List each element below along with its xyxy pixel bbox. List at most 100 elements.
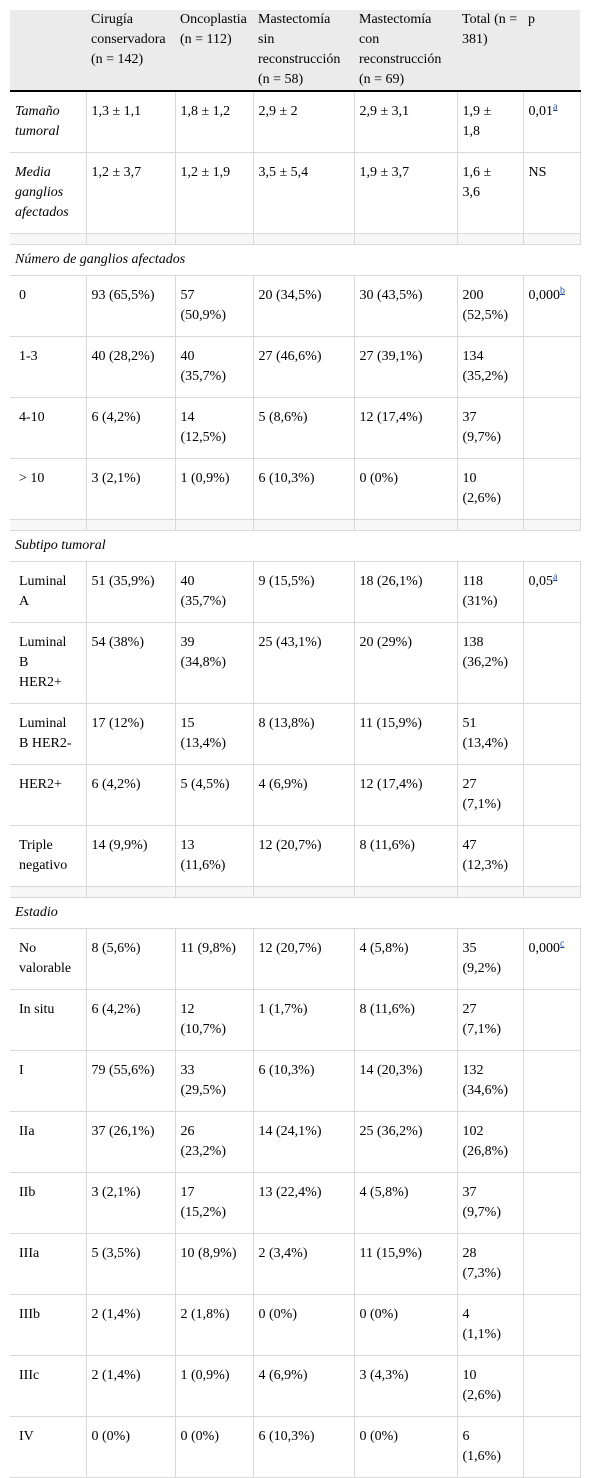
cell-mastectomia-sin: 27 (46,6%) bbox=[253, 336, 355, 398]
cell-total-text: 37 bbox=[462, 1185, 477, 1200]
cell-oncoplastia-text: 17 bbox=[180, 1185, 195, 1200]
cell-total-text: (52,5%) bbox=[462, 308, 509, 323]
cell-mastectomia-con-text: 25 (36,2%) bbox=[359, 1124, 423, 1139]
results-table: Cirugía conservadora (n = 142) Oncoplastia… bbox=[10, 10, 581, 1478]
cell-mastectomia-con: 1,9 ± 3,7 bbox=[354, 152, 458, 234]
header-line: reconstrucción bbox=[359, 52, 442, 67]
cell-total: 27 (7,1%) bbox=[457, 989, 524, 1051]
cell-total: 138 (36,2%) bbox=[457, 622, 524, 704]
cell-oncoplastia-text: 26 bbox=[180, 1124, 195, 1139]
footnote-link[interactable]: a bbox=[553, 571, 558, 583]
cell-oncoplastia: 14 (12,5%) bbox=[175, 397, 254, 459]
cell-oncoplastia: 17 (15,2%) bbox=[175, 1172, 254, 1234]
cell-total-text: (31%) bbox=[462, 594, 498, 609]
cell-oncoplastia: 57 (50,9%) bbox=[175, 275, 254, 337]
row-label-text: IIIa bbox=[19, 1246, 40, 1261]
row-label: Media ganglios afectados bbox=[10, 152, 87, 234]
table-row: IIIc 2 (1,4%) 1 (0,9%) 4 (6,9%) 3 (4,3%) 10 (2… bbox=[10, 1355, 581, 1417]
cell-p-value bbox=[523, 458, 581, 520]
row-label: Tamaño tumoral bbox=[10, 91, 87, 153]
spacer-row bbox=[10, 233, 581, 245]
cell-oncoplastia-text: (35,7%) bbox=[180, 594, 227, 609]
cell-mastectomia-sin-text: 5 (8,6%) bbox=[258, 410, 308, 425]
cell-conservadora-text: 14 (9,9%) bbox=[91, 838, 148, 853]
spacer-cell bbox=[10, 519, 87, 531]
table-row: No valorable 8 (5,6%) 11 (9,8%) 12 (20,7%) 4 … bbox=[10, 928, 581, 990]
cell-conservadora: 2 (1,4%) bbox=[86, 1355, 176, 1417]
cell-mastectomia-con-text: 8 (11,6%) bbox=[359, 1002, 415, 1017]
cell-mastectomia-sin-text: 4 (6,9%) bbox=[258, 1368, 308, 1383]
cell-conservadora-text: 0 (0%) bbox=[91, 1429, 131, 1444]
cell-mastectomia-sin: 20 (34,5%) bbox=[253, 275, 355, 337]
row-label: 0 bbox=[10, 275, 87, 337]
cell-mastectomia-con: 25 (36,2%) bbox=[354, 1111, 458, 1173]
spacer-cell bbox=[354, 886, 458, 898]
spacer-cell bbox=[457, 233, 524, 245]
cell-p-value bbox=[523, 336, 581, 398]
row-label-text: Media bbox=[15, 165, 51, 180]
cell-total-text: 47 bbox=[462, 838, 477, 853]
cell-total-text: 1,9 ± bbox=[462, 104, 492, 119]
header-col-conservadora: Cirugía conservadora (n = 142) bbox=[86, 10, 175, 92]
cell-total-text: 28 bbox=[462, 1246, 477, 1261]
row-label: Luminal B HER2+ bbox=[10, 622, 87, 704]
spacer-cell bbox=[86, 233, 176, 245]
cell-oncoplastia: 5 (4,5%) bbox=[175, 764, 254, 826]
cell-mastectomia-sin: 6 (10,3%) bbox=[253, 1050, 355, 1112]
cell-mastectomia-con-text: 18 (26,1%) bbox=[359, 574, 423, 589]
footnote-link[interactable]: b bbox=[560, 285, 565, 297]
header-line: (n = 142) bbox=[91, 52, 144, 67]
cell-p-value bbox=[523, 1294, 581, 1356]
cell-total: 134 (35,2%) bbox=[457, 336, 524, 398]
header-line: Total (n = bbox=[462, 12, 518, 27]
cell-mastectomia-con-text: 27 (39,1%) bbox=[359, 349, 423, 364]
header-col-p: p bbox=[523, 10, 580, 92]
cell-mastectomia-sin-text: 6 (10,3%) bbox=[258, 471, 315, 486]
row-label: IIa bbox=[10, 1111, 87, 1173]
cell-oncoplastia: 10 (8,9%) bbox=[175, 1233, 254, 1295]
cell-oncoplastia-text: 10 (8,9%) bbox=[180, 1246, 237, 1261]
cell-mastectomia-sin-text: 12 (20,7%) bbox=[258, 941, 322, 956]
footnote-link[interactable]: a bbox=[553, 101, 558, 113]
cell-mastectomia-con: 0 (0%) bbox=[354, 1416, 458, 1478]
spacer-cell bbox=[354, 519, 458, 531]
cell-conservadora-text: 40 (28,2%) bbox=[91, 349, 155, 364]
row-label-text: IV bbox=[19, 1429, 34, 1444]
row-label-text: HER2+ bbox=[19, 777, 62, 792]
cell-oncoplastia: 1 (0,9%) bbox=[175, 1355, 254, 1417]
row-label: IIIa bbox=[10, 1233, 87, 1295]
section-title: Estadio bbox=[10, 897, 580, 929]
cell-mastectomia-con: 27 (39,1%) bbox=[354, 336, 458, 398]
table-row: IIa 37 (26,1%) 26 (23,2%) 14 (24,1%) 25 (36,2… bbox=[10, 1111, 581, 1173]
cell-oncoplastia: 12 (10,7%) bbox=[175, 989, 254, 1051]
row-label: In situ bbox=[10, 989, 87, 1051]
cell-conservadora: 93 (65,5%) bbox=[86, 275, 176, 337]
cell-total-text: (9,7%) bbox=[462, 430, 502, 445]
cell-mastectomia-con-text: 4 (5,8%) bbox=[359, 1185, 409, 1200]
cell-total-text: 1,8 bbox=[462, 124, 481, 139]
cell-mastectomia-con-text: 8 (11,6%) bbox=[359, 838, 415, 853]
cell-p-value bbox=[523, 397, 581, 459]
cell-mastectomia-con-text: 2,9 ± 3,1 bbox=[359, 104, 410, 119]
row-label-text: In situ bbox=[19, 1002, 55, 1017]
header-line: (n = 69) bbox=[359, 72, 405, 87]
table-row: IIb 3 (2,1%) 17 (15,2%) 13 (22,4%) 4 (5,8%) 37… bbox=[10, 1172, 581, 1234]
cell-mastectomia-sin-text: 25 (43,1%) bbox=[258, 635, 322, 650]
row-label-text: A bbox=[19, 594, 30, 609]
cell-oncoplastia-text: 2 (1,8%) bbox=[180, 1307, 230, 1322]
cell-oncoplastia-text: 40 bbox=[180, 574, 195, 589]
cell-total: 1,6 ± 3,6 bbox=[457, 152, 524, 234]
footnote-link[interactable]: c bbox=[560, 938, 565, 950]
cell-conservadora: 79 (55,6%) bbox=[86, 1050, 176, 1112]
cell-oncoplastia-text: (23,2%) bbox=[180, 1144, 227, 1159]
cell-total-text: (1,1%) bbox=[462, 1327, 502, 1342]
cell-mastectomia-con: 20 (29%) bbox=[354, 622, 458, 704]
cell-mastectomia-con-text: 30 (43,5%) bbox=[359, 288, 423, 303]
cell-total-text: (12,3%) bbox=[462, 858, 509, 873]
spacer-cell bbox=[253, 519, 355, 531]
cell-conservadora: 6 (4,2%) bbox=[86, 989, 176, 1051]
cell-mastectomia-sin: 4 (6,9%) bbox=[253, 1355, 355, 1417]
cell-p-value: 0,000b bbox=[523, 275, 581, 337]
spacer-cell bbox=[523, 233, 581, 245]
cell-oncoplastia: 2 (1,8%) bbox=[175, 1294, 254, 1356]
